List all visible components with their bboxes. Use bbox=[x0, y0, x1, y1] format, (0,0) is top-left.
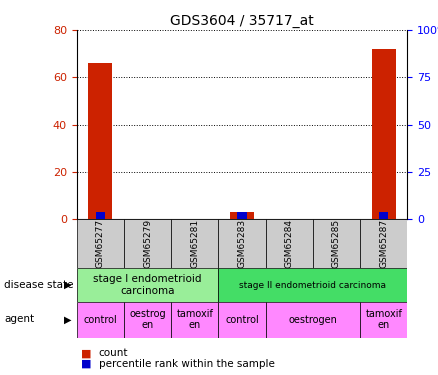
Text: stage II endometrioid carcinoma: stage II endometrioid carcinoma bbox=[239, 280, 386, 290]
Text: GSM65277: GSM65277 bbox=[96, 219, 105, 268]
Bar bbox=[77, 268, 219, 302]
Bar bbox=[219, 302, 265, 338]
Bar bbox=[77, 302, 124, 338]
Text: stage I endometrioid
carcinoma: stage I endometrioid carcinoma bbox=[93, 274, 202, 296]
Text: percentile rank within the sample: percentile rank within the sample bbox=[99, 359, 275, 369]
Text: agent: agent bbox=[4, 315, 35, 324]
Text: ▶: ▶ bbox=[64, 315, 72, 324]
Bar bbox=[230, 212, 254, 219]
Text: GSM65284: GSM65284 bbox=[285, 219, 294, 268]
Bar bbox=[360, 302, 407, 338]
Bar bbox=[171, 219, 219, 268]
Text: count: count bbox=[99, 348, 128, 358]
Bar bbox=[313, 219, 360, 268]
Bar bbox=[219, 219, 265, 268]
Bar bbox=[265, 302, 360, 338]
Text: oestrog
en: oestrog en bbox=[129, 309, 166, 330]
Text: GSM65281: GSM65281 bbox=[190, 219, 199, 268]
Text: tamoxif
en: tamoxif en bbox=[177, 309, 213, 330]
Text: ■: ■ bbox=[81, 348, 92, 358]
Text: control: control bbox=[225, 315, 259, 325]
Bar bbox=[379, 212, 389, 219]
Text: GSM65279: GSM65279 bbox=[143, 219, 152, 268]
Bar bbox=[77, 219, 124, 268]
Bar bbox=[219, 268, 407, 302]
Text: tamoxif
en: tamoxif en bbox=[365, 309, 402, 330]
Bar bbox=[237, 212, 247, 219]
Text: oestrogen: oestrogen bbox=[288, 315, 337, 325]
Text: ■: ■ bbox=[81, 359, 92, 369]
Bar bbox=[95, 212, 105, 219]
Bar bbox=[171, 302, 219, 338]
Bar bbox=[88, 63, 112, 219]
Text: ▶: ▶ bbox=[64, 280, 72, 290]
Bar bbox=[360, 219, 407, 268]
Bar bbox=[124, 302, 171, 338]
Title: GDS3604 / 35717_at: GDS3604 / 35717_at bbox=[170, 13, 314, 28]
Text: GSM65283: GSM65283 bbox=[237, 219, 247, 268]
Bar bbox=[265, 219, 313, 268]
Bar bbox=[124, 219, 171, 268]
Text: GSM65287: GSM65287 bbox=[379, 219, 388, 268]
Text: control: control bbox=[83, 315, 117, 325]
Bar bbox=[372, 49, 396, 219]
Text: disease state: disease state bbox=[4, 280, 74, 290]
Text: GSM65285: GSM65285 bbox=[332, 219, 341, 268]
